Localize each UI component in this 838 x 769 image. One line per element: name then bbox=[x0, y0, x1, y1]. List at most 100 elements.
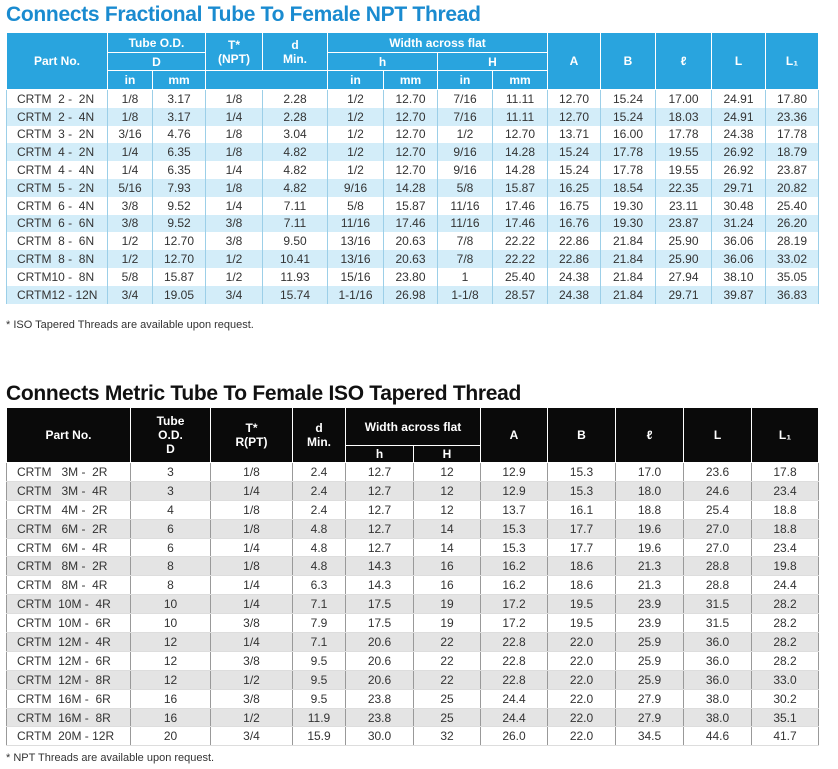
table-cell: 19.5 bbox=[547, 594, 617, 615]
table-cell: 4.82 bbox=[262, 178, 328, 197]
table-cell: 17.80 bbox=[765, 89, 820, 108]
table-cell: 7/16 bbox=[437, 107, 493, 126]
table-cell: 14.28 bbox=[491, 143, 549, 162]
table-cell: 31.5 bbox=[683, 613, 753, 634]
table-cell: 24.4 bbox=[480, 689, 549, 709]
table-cell: 14.3 bbox=[345, 575, 414, 596]
table-cell: 15.9 bbox=[292, 726, 346, 747]
table-cell: 15.87 bbox=[491, 178, 549, 197]
header-cell: in bbox=[437, 70, 493, 90]
table-cell: 17.78 bbox=[600, 143, 657, 162]
header-cell: T* R(PT) bbox=[210, 407, 293, 463]
table-cell: 21.84 bbox=[600, 267, 657, 286]
table-cell: 28.2 bbox=[751, 594, 820, 615]
table-cell: 1/8 bbox=[205, 143, 263, 162]
table-row: CRTM 12M - 4R 12 1/4 7.1 20.6 22 22.8 22.0 25.9 3… bbox=[6, 632, 820, 652]
table-cell: 22.22 bbox=[491, 250, 549, 268]
table-cell: 15.24 bbox=[547, 143, 602, 162]
table-cell: 36.0 bbox=[683, 670, 753, 690]
header-cell: T* (NPT) bbox=[205, 32, 263, 71]
table-cell: 3/4 bbox=[205, 285, 263, 304]
table-cell: 16.00 bbox=[600, 125, 657, 144]
header-cell: d Min. bbox=[292, 407, 346, 463]
table-cell: 13/16 bbox=[327, 250, 384, 268]
part-number: CRTM 8M - 2R bbox=[6, 556, 131, 577]
table-cell: 22.0 bbox=[547, 670, 617, 690]
table-row: CRTM 6 - 6N 3/8 9.52 3/8 7.11 11/16 17.46 11/16… bbox=[6, 214, 820, 233]
table-cell: 1/8 bbox=[107, 107, 153, 126]
table-cell: 15.87 bbox=[152, 267, 206, 286]
table-cell: 4.82 bbox=[262, 143, 328, 162]
table-cell: 1/4 bbox=[107, 161, 153, 179]
table-cell: 23.87 bbox=[655, 214, 713, 233]
table-cell: 11.93 bbox=[262, 267, 328, 286]
table-cell: 16.2 bbox=[480, 556, 549, 577]
table-cell: 3/4 bbox=[107, 285, 153, 304]
table-cell: 19.5 bbox=[547, 613, 617, 634]
table-cell: 12.7 bbox=[345, 462, 414, 482]
table-cell: 12.7 bbox=[345, 519, 414, 539]
table-cell: 19.55 bbox=[655, 143, 713, 162]
table-cell: 30.2 bbox=[751, 689, 820, 709]
part-number: CRTM 10M - 4R bbox=[6, 594, 131, 615]
table-cell: 3/8 bbox=[205, 214, 263, 233]
part-number: CRTM 6 - 6N bbox=[6, 214, 108, 233]
table-cell: 12 bbox=[130, 632, 211, 652]
table-cell: 25.9 bbox=[615, 651, 685, 671]
header-cell: h bbox=[327, 52, 438, 71]
table-cell: 23.87 bbox=[765, 161, 820, 179]
table-cell: 35.05 bbox=[765, 267, 820, 286]
table-cell: 17.2 bbox=[480, 594, 549, 615]
table-cell: 36.83 bbox=[765, 285, 820, 304]
table-cell: 2.4 bbox=[292, 500, 346, 520]
header-cell: A bbox=[480, 407, 549, 463]
table-cell: 9/16 bbox=[327, 178, 384, 197]
table-cell: 23.80 bbox=[383, 267, 438, 286]
table-title: Connects Fractional Tube To Female NPT T… bbox=[6, 3, 481, 26]
table-cell: 12 bbox=[412, 500, 482, 520]
table-row: CRTM 16M - 8R 16 1/2 11.9 23.8 25 24.4 22.0 27.9… bbox=[6, 708, 820, 728]
table-cell: 6 bbox=[130, 519, 211, 539]
table-cell: 9.52 bbox=[152, 214, 206, 233]
table-cell: 1/4 bbox=[210, 538, 293, 558]
table-cell: 17.78 bbox=[655, 125, 713, 144]
table-row: CRTM 4 - 4N 1/4 6.35 1/4 4.82 1/2 12.70 9/16 14.… bbox=[6, 161, 820, 179]
table-cell: 7/8 bbox=[437, 232, 493, 251]
table-cell: 23.8 bbox=[345, 689, 414, 709]
table-cell: 17.5 bbox=[345, 613, 414, 634]
table-cell: 33.0 bbox=[751, 670, 820, 690]
table-cell: 12.9 bbox=[480, 462, 549, 482]
table-cell: 12.70 bbox=[152, 250, 206, 268]
part-number: CRTM 4M - 2R bbox=[6, 500, 131, 520]
table-cell: 12.70 bbox=[152, 232, 206, 251]
table-cell: 6 bbox=[130, 538, 211, 558]
table-cell: 7.11 bbox=[262, 214, 328, 233]
footnote: * NPT Threads are available upon request… bbox=[6, 752, 215, 764]
table-cell: 1/8 bbox=[210, 462, 293, 482]
table-cell: 6.35 bbox=[152, 161, 206, 179]
part-number: CRTM 6 - 4N bbox=[6, 196, 108, 215]
table-cell: 16 bbox=[130, 708, 211, 728]
table-row: CRTM 12M - 6R 12 3/8 9.5 20.6 22 22.8 22.0 25.9 3… bbox=[6, 651, 820, 671]
table-cell: 17.46 bbox=[491, 214, 549, 233]
table-cell: 18.8 bbox=[751, 519, 820, 539]
table-cell: 23.6 bbox=[683, 462, 753, 482]
table-cell: 6.3 bbox=[292, 575, 346, 596]
part-number: CRTM 3M - 4R bbox=[6, 481, 131, 501]
table-cell: 19.05 bbox=[152, 285, 206, 304]
table-cell: 13/16 bbox=[327, 232, 384, 251]
table-cell: 5/8 bbox=[437, 178, 493, 197]
part-number: CRTM10 - 8N bbox=[6, 267, 108, 286]
table-cell: 14.28 bbox=[383, 178, 438, 197]
table-cell: 27.9 bbox=[615, 689, 685, 709]
header-cell: h bbox=[345, 445, 414, 463]
table-cell: 28.57 bbox=[491, 285, 549, 304]
part-number: CRTM 3 - 2N bbox=[6, 125, 108, 144]
table-cell: 4.82 bbox=[262, 161, 328, 179]
table-row: CRTM 12M - 8R 12 1/2 9.5 20.6 22 22.8 22.0 25.9 3… bbox=[6, 670, 820, 690]
table-header: Part No. Tube O.D. D T* R(PT) d Min. Wid… bbox=[6, 407, 820, 463]
table-cell: 5/8 bbox=[327, 196, 384, 215]
part-number: CRTM 8M - 4R bbox=[6, 575, 131, 596]
table-cell: 28.2 bbox=[751, 613, 820, 634]
table-cell: 31.24 bbox=[711, 214, 767, 233]
